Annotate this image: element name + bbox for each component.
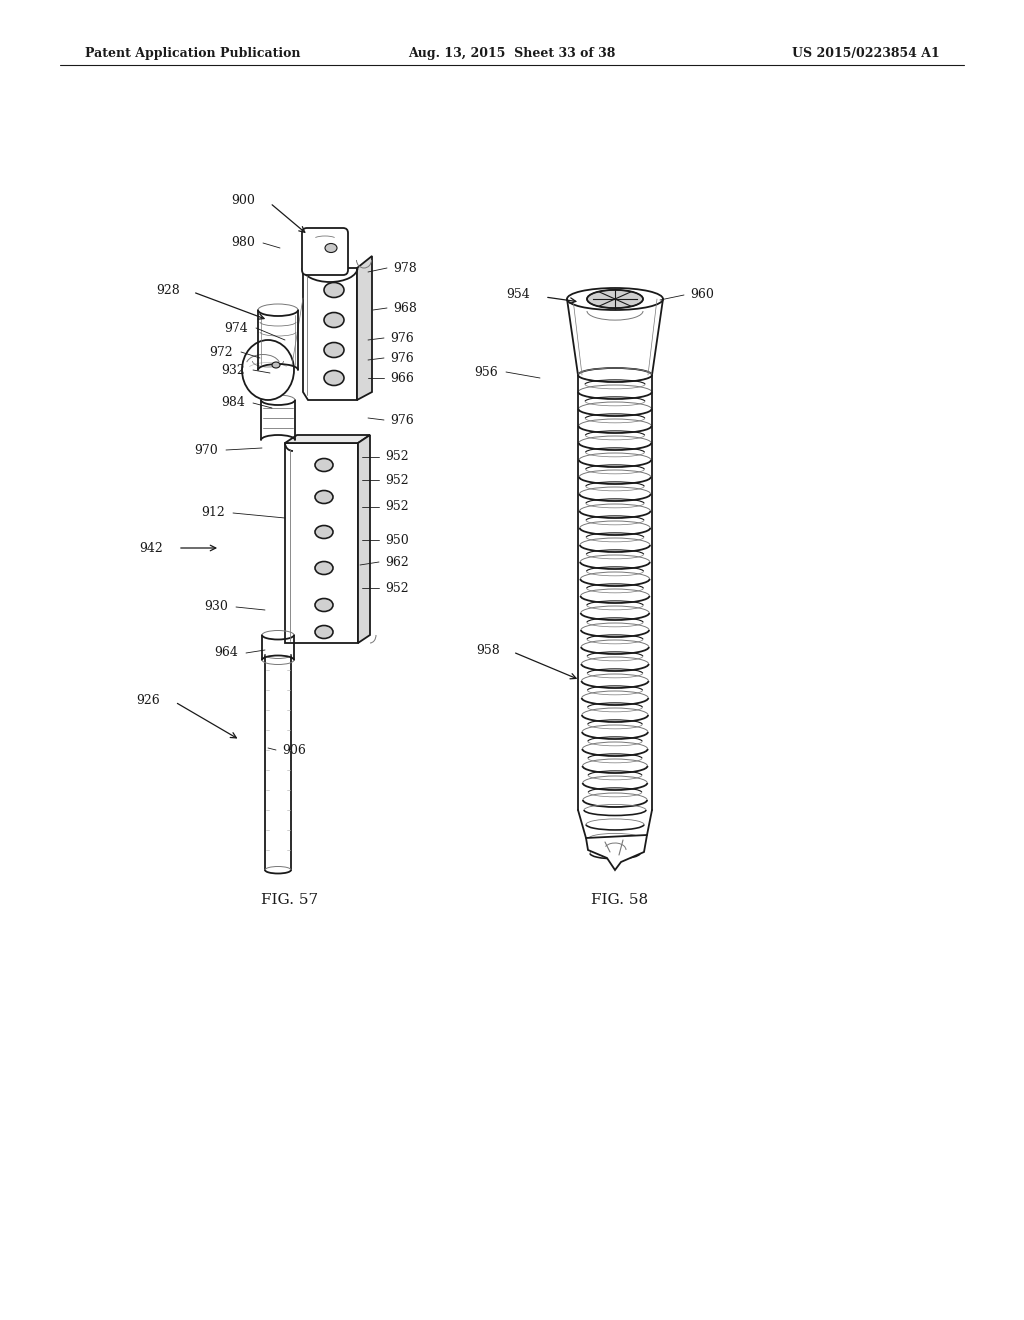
Text: 926: 926 xyxy=(136,693,160,706)
Text: 942: 942 xyxy=(139,541,163,554)
Text: 962: 962 xyxy=(385,556,409,569)
Polygon shape xyxy=(303,268,357,400)
Text: 906: 906 xyxy=(282,743,306,756)
Ellipse shape xyxy=(315,491,333,503)
Text: 952: 952 xyxy=(385,450,409,463)
Ellipse shape xyxy=(324,342,344,358)
Polygon shape xyxy=(358,436,370,643)
Ellipse shape xyxy=(325,243,337,252)
Text: 976: 976 xyxy=(390,331,414,345)
Ellipse shape xyxy=(324,282,344,297)
Text: US 2015/0223854 A1: US 2015/0223854 A1 xyxy=(793,46,940,59)
Text: FIG. 58: FIG. 58 xyxy=(592,894,648,907)
Text: 964: 964 xyxy=(214,647,238,660)
Text: 958: 958 xyxy=(476,644,500,656)
Text: 900: 900 xyxy=(231,194,255,206)
Text: 932: 932 xyxy=(221,363,245,376)
Polygon shape xyxy=(357,256,372,400)
Ellipse shape xyxy=(315,561,333,574)
Text: 972: 972 xyxy=(209,346,233,359)
FancyBboxPatch shape xyxy=(302,228,348,275)
Text: 952: 952 xyxy=(385,474,409,487)
Text: 976: 976 xyxy=(390,351,414,364)
Text: 968: 968 xyxy=(393,301,417,314)
Text: 954: 954 xyxy=(506,289,530,301)
Text: 950: 950 xyxy=(385,533,409,546)
Text: 980: 980 xyxy=(231,236,255,249)
Text: Patent Application Publication: Patent Application Publication xyxy=(85,46,300,59)
Ellipse shape xyxy=(242,341,294,400)
Text: 976: 976 xyxy=(390,413,414,426)
Ellipse shape xyxy=(315,458,333,471)
Text: Aug. 13, 2015  Sheet 33 of 38: Aug. 13, 2015 Sheet 33 of 38 xyxy=(409,46,615,59)
Text: 970: 970 xyxy=(195,444,218,457)
Polygon shape xyxy=(586,836,647,870)
Text: 978: 978 xyxy=(393,261,417,275)
Text: 952: 952 xyxy=(385,500,409,513)
Text: FIG. 57: FIG. 57 xyxy=(261,894,318,907)
Ellipse shape xyxy=(587,290,643,308)
Text: 928: 928 xyxy=(157,284,180,297)
Ellipse shape xyxy=(315,598,333,611)
Ellipse shape xyxy=(324,371,344,385)
Text: 930: 930 xyxy=(204,601,228,614)
Text: 984: 984 xyxy=(221,396,245,409)
Polygon shape xyxy=(285,436,370,444)
Ellipse shape xyxy=(315,525,333,539)
Polygon shape xyxy=(285,444,358,643)
Text: 974: 974 xyxy=(224,322,248,334)
Ellipse shape xyxy=(272,362,280,368)
Ellipse shape xyxy=(324,313,344,327)
Text: 952: 952 xyxy=(385,582,409,594)
Ellipse shape xyxy=(567,288,663,310)
Text: 956: 956 xyxy=(474,366,498,379)
Text: 912: 912 xyxy=(202,507,225,520)
Text: 966: 966 xyxy=(390,371,414,384)
Ellipse shape xyxy=(315,626,333,639)
Text: 960: 960 xyxy=(690,289,714,301)
